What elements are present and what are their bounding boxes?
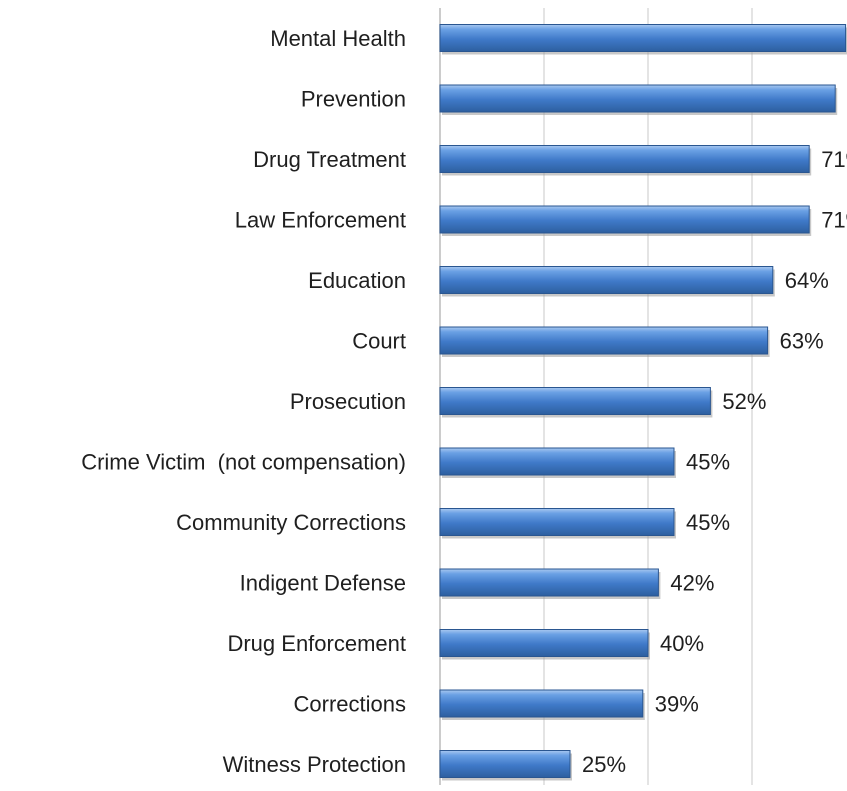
value-labels: 78%76%71%71%64%63%52%45%45%42%40%39%25% — [582, 147, 847, 777]
value-label: 45% — [686, 450, 730, 475]
category-label: Court — [352, 329, 406, 354]
category-label: Drug Treatment — [253, 147, 406, 172]
value-label: 64% — [785, 268, 829, 293]
category-label: Prevention — [301, 87, 406, 112]
bar — [439, 266, 774, 294]
category-label: Law Enforcement — [235, 208, 406, 233]
bar — [439, 508, 675, 536]
category-labels: Mental Health Prevention Drug Treatment Law… — [81, 26, 406, 777]
value-label: 42% — [670, 571, 714, 596]
value-label: 25% — [582, 752, 626, 777]
bar — [439, 84, 836, 113]
bar — [439, 750, 571, 778]
category-label: Community Corrections — [176, 510, 406, 535]
category-label: Indigent Defense — [240, 571, 406, 596]
bar — [439, 447, 675, 476]
category-label: Mental Health — [270, 26, 406, 51]
value-label: 71% — [821, 147, 847, 172]
category-label: Prosecution — [290, 389, 406, 414]
bars — [439, 24, 847, 781]
bar — [439, 24, 847, 52]
value-label: 71% — [821, 208, 847, 233]
value-label: 52% — [722, 389, 766, 414]
value-label: 63% — [780, 329, 824, 354]
category-label: Witness Protection — [223, 752, 406, 777]
bar — [439, 629, 649, 657]
category-label: Corrections — [294, 692, 406, 717]
category-label: Education — [308, 268, 406, 293]
bar — [439, 689, 644, 718]
bar — [439, 387, 711, 415]
bar — [439, 205, 810, 234]
bar — [439, 568, 659, 597]
bar — [439, 326, 769, 355]
value-label: 45% — [686, 510, 730, 535]
value-label: 39% — [655, 692, 699, 717]
bar — [439, 145, 810, 173]
category-label: Crime Victim (not compensation) — [81, 450, 406, 475]
category-label: Drug Enforcement — [227, 631, 406, 656]
value-label: 40% — [660, 631, 704, 656]
